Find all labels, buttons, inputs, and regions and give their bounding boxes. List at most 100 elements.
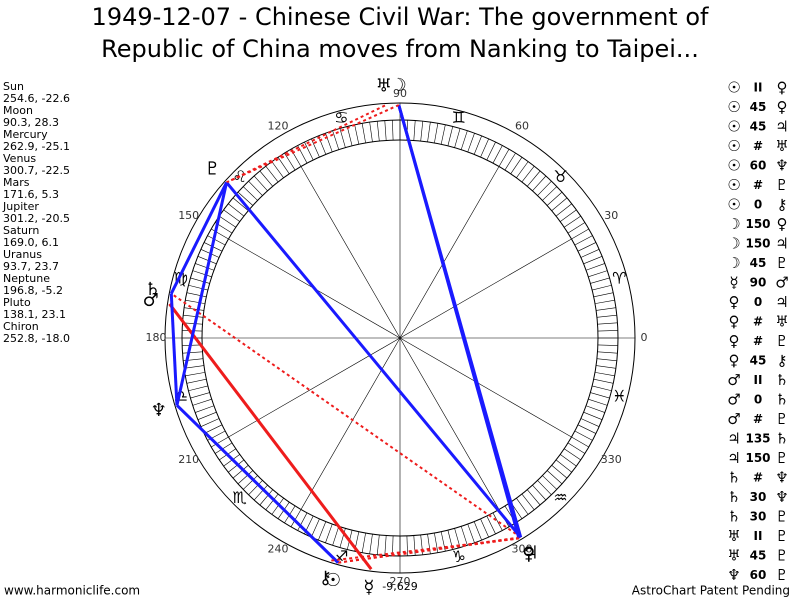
ring-tick [585, 263, 605, 271]
ring-tick [192, 398, 212, 406]
planet-glyph: ♄ [145, 279, 161, 300]
aspect-type: II [754, 529, 763, 543]
aspect-line [169, 181, 228, 295]
aspect-type: 45 [750, 256, 767, 270]
ring-tick [567, 222, 586, 234]
aspect-type: # [753, 139, 763, 153]
ring-tick [574, 235, 593, 246]
aspect-planet: ♄ [775, 371, 788, 389]
aspect-planet: ♇ [775, 449, 788, 467]
ring-tick [242, 186, 258, 201]
ring-tick [311, 518, 320, 538]
ring-tick [369, 122, 373, 142]
aspect-planet: ♆ [775, 157, 788, 175]
aspect-planet: ♇ [775, 410, 788, 428]
ring-tick [392, 120, 394, 141]
sign-glyph: ♈ [612, 269, 626, 288]
planet-position: 93.7, 23.7 [3, 260, 59, 273]
aspect-planet: ♇ [775, 508, 788, 526]
aspect-type: II [754, 373, 763, 387]
degree-label: 90 [393, 87, 407, 100]
ring-tick [339, 128, 346, 148]
ring-tick [265, 166, 279, 183]
ring-tick [454, 528, 461, 548]
aspect-planet: ♂ [775, 274, 788, 292]
ring-tick [516, 498, 529, 515]
ring-tick [521, 166, 535, 183]
ring-tick [596, 358, 617, 362]
degree-label: 210 [178, 453, 199, 466]
ring-tick [211, 436, 229, 448]
ring-tick [271, 498, 284, 515]
aspect-type: II [754, 81, 763, 95]
planet-position: 171.6, 5.3 [3, 188, 59, 201]
sign-glyph: ♏ [232, 488, 246, 507]
ring-tick [563, 448, 581, 461]
ring-tick [253, 484, 268, 501]
spoke [300, 337, 401, 510]
ring-tick [440, 124, 446, 145]
ring-tick [182, 351, 203, 354]
ring-tick [480, 138, 489, 158]
ring-tick [297, 512, 308, 531]
ring-tick [346, 126, 353, 146]
aspect-planet: ♇ [775, 527, 788, 545]
ring-tick [551, 465, 568, 479]
ring-tick [339, 528, 346, 548]
planet-glyph: ♆ [151, 400, 167, 421]
aspect-planet: ♄ [775, 430, 788, 448]
ring-tick [311, 138, 320, 158]
ring-tick [284, 152, 296, 171]
ring-tick [473, 521, 482, 541]
ring-tick [248, 180, 263, 196]
ring-tick [197, 256, 217, 265]
ring-tick [542, 475, 558, 490]
planet-name: Jupiter [2, 200, 39, 213]
ring-tick [597, 344, 618, 346]
aspect-type: 60 [750, 159, 767, 173]
ring-tick [532, 175, 547, 192]
planet-glyph: ☿ [363, 577, 374, 598]
aspect-line [175, 182, 229, 406]
ring-tick [434, 123, 439, 144]
spoke [399, 337, 572, 438]
aspect-type: 45 [750, 100, 767, 114]
planet-glyph: ☽ [391, 75, 407, 96]
ring-tick [406, 535, 408, 556]
ring-tick [325, 133, 333, 153]
ring-tick [192, 270, 212, 278]
ring-tick [228, 459, 245, 473]
degree-label: 30 [604, 209, 618, 222]
sign-glyph: ♋ [334, 108, 348, 127]
aspect-planet: ♄ [775, 391, 788, 409]
aspect-planet: ♇ [775, 547, 788, 565]
ring-tick [560, 454, 577, 467]
degree-label: 150 [178, 209, 199, 222]
ring-tick [510, 157, 523, 175]
ring-tick [185, 372, 206, 377]
ring-tick [253, 175, 268, 192]
planet-name: Sun [3, 80, 24, 93]
ring-tick [413, 120, 416, 141]
ring-tick [480, 518, 489, 538]
aspect-planet: ☽ [727, 235, 740, 253]
aspect-planet: ♂ [727, 391, 740, 409]
aspect-type: 0 [754, 393, 762, 407]
aspect-planet: ☉ [727, 157, 740, 175]
ring-tick [585, 405, 605, 413]
ring-tick [183, 314, 204, 318]
ring-tick [486, 515, 496, 535]
ring-tick [594, 372, 615, 377]
planet-position: 138.1, 23.1 [3, 308, 66, 321]
ring-tick [597, 322, 618, 325]
ring-tick [596, 365, 616, 369]
ring-tick [214, 442, 233, 454]
ring-tick [560, 209, 577, 222]
aspect-planet: ♀ [729, 332, 740, 350]
aspect-line [225, 181, 522, 539]
ring-tick [594, 299, 615, 304]
ring-tick [304, 141, 314, 161]
aspect-planet: ☽ [727, 254, 740, 272]
aspect-type: 0 [754, 198, 762, 212]
ring-tick [242, 475, 258, 490]
